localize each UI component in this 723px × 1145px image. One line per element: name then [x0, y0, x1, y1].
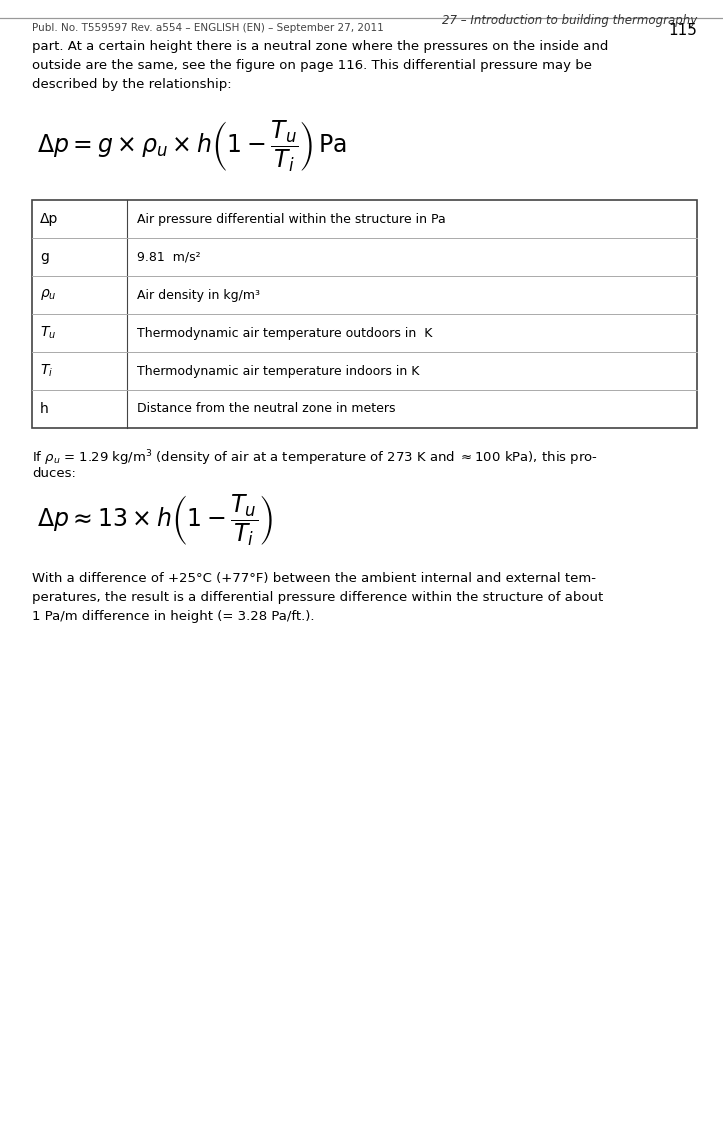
Text: 1 Pa/m difference in height (= 3.28 Pa/ft.).: 1 Pa/m difference in height (= 3.28 Pa/f…: [32, 610, 315, 623]
Text: Air pressure differential within the structure in Pa: Air pressure differential within the str…: [137, 213, 446, 226]
Text: 9.81  m/s²: 9.81 m/s²: [137, 251, 200, 263]
Text: peratures, the result is a differential pressure difference within the structure: peratures, the result is a differential …: [32, 591, 603, 605]
Text: $\Delta p \approx 13 \times h\left(1 - \dfrac{T_u}{T_i}\right)$: $\Delta p \approx 13 \times h\left(1 - \…: [37, 492, 273, 547]
Text: $T_u$: $T_u$: [40, 325, 56, 341]
Text: Publ. No. T559597 Rev. a554 – ENGLISH (EN) – September 27, 2011: Publ. No. T559597 Rev. a554 – ENGLISH (E…: [32, 23, 384, 33]
Text: If $\rho_u$ = 1.29 kg/m$^3$ (density of air at a temperature of 273 K and $\appr: If $\rho_u$ = 1.29 kg/m$^3$ (density of …: [32, 448, 598, 467]
Text: Thermodynamic air temperature outdoors in  K: Thermodynamic air temperature outdoors i…: [137, 326, 432, 340]
Bar: [32, 200, 697, 428]
Text: Distance from the neutral zone in meters: Distance from the neutral zone in meters: [137, 403, 395, 416]
Text: h: h: [40, 402, 48, 416]
Text: $T_i$: $T_i$: [40, 363, 53, 379]
Text: Thermodynamic air temperature indoors in K: Thermodynamic air temperature indoors in…: [137, 364, 419, 378]
Text: outside are the same, see the figure on page 116. This differential pressure may: outside are the same, see the figure on …: [32, 60, 592, 72]
Text: part. At a certain height there is a neutral zone where the pressures on the ins: part. At a certain height there is a neu…: [32, 40, 608, 53]
Text: Δp: Δp: [40, 212, 59, 226]
Text: duces:: duces:: [32, 467, 76, 480]
Text: 115: 115: [668, 23, 697, 38]
Text: $\rho_u$: $\rho_u$: [40, 287, 56, 302]
Text: g: g: [40, 250, 49, 264]
Text: With a difference of +25°C (+77°F) between the ambient internal and external tem: With a difference of +25°C (+77°F) betwe…: [32, 572, 596, 585]
Text: 27 – Introduction to building thermography: 27 – Introduction to building thermograp…: [442, 14, 697, 27]
Text: $\Delta p = g \times \rho_u \times h\left(1 - \dfrac{T_u}{T_i}\right)\,\mathrm{P: $\Delta p = g \times \rho_u \times h\lef…: [37, 118, 347, 174]
Text: Air density in kg/m³: Air density in kg/m³: [137, 289, 260, 301]
Text: described by the relationship:: described by the relationship:: [32, 78, 231, 90]
